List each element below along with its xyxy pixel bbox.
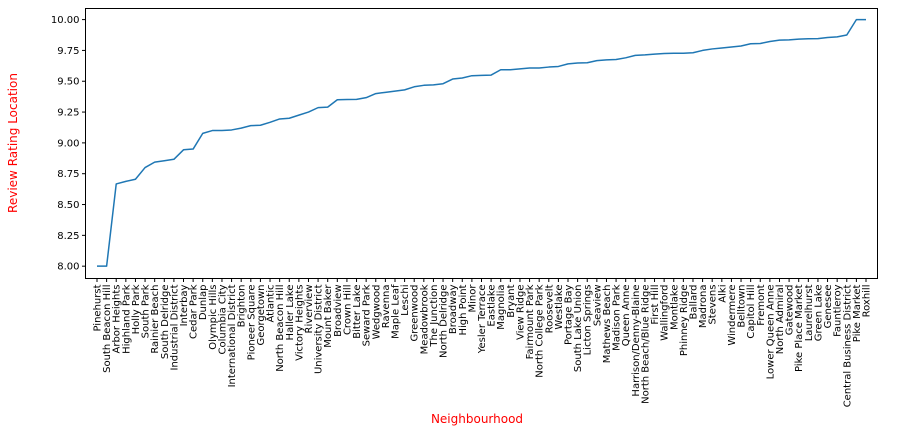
x-tick-label: Alki — [717, 285, 728, 303]
x-tick-label: Atlantic — [266, 285, 277, 323]
x-tick-label: Pinehurst — [93, 284, 104, 331]
y-tick-label: 8.50 — [57, 200, 79, 211]
x-tick-label: Rainier Beach — [150, 285, 161, 354]
x-tick-label: Dunlap — [198, 285, 209, 321]
x-tick-label: Westlake — [554, 285, 565, 330]
x-tick-label: Pike Place Market — [794, 284, 805, 372]
x-tick-label: North Beacon Hill — [275, 285, 286, 372]
x-tick-label: Mathews Beach — [602, 285, 613, 364]
x-tick-label: Harrison/Denny-Blaine — [631, 285, 642, 397]
y-tick-label: 8.00 — [57, 262, 79, 273]
x-tick-label: Licton Springs — [583, 285, 594, 356]
y-tick-label: 8.25 — [57, 231, 79, 242]
x-tick-label: Pike Market — [852, 284, 863, 342]
x-tick-label: South Beacon Hill — [102, 285, 113, 373]
x-tick-label: International District — [227, 284, 238, 387]
x-tick-label: Broadview — [333, 285, 344, 337]
x-tick-label: Seaview — [592, 285, 603, 327]
x-tick-label: Meadowbrook — [419, 284, 430, 354]
x-tick-label: Highland Park — [121, 284, 132, 354]
x-tick-label: Mount Baker — [323, 284, 334, 348]
x-tick-label: Ballard — [688, 285, 699, 320]
x-axis-title: Neighbourhood — [431, 412, 523, 426]
x-tick-label: Arbor Heights — [112, 285, 123, 354]
x-tick-label: Brighton — [237, 285, 248, 328]
x-tick-label: Victory Heights — [294, 285, 305, 361]
y-tick-label: 9.75 — [57, 46, 79, 57]
x-tick-label: Georgetown — [256, 285, 267, 346]
x-tick-label: Maple Leaf — [390, 284, 401, 339]
y-tick-label: 9.50 — [57, 77, 79, 88]
x-tick-label: Fremont — [756, 284, 767, 325]
x-tick-label: Holly Park — [131, 284, 142, 334]
x-tick-label: Roosevelt — [544, 284, 555, 333]
x-tick-label: Eastlake — [487, 285, 498, 327]
x-tick-label: Montlake — [669, 285, 680, 331]
x-tick-label: Green Lake — [813, 285, 824, 342]
x-tick-label: North Beach/Blue Ridge — [640, 285, 651, 404]
x-tick-label: Stevens — [708, 285, 719, 325]
x-tick-label: Fauntleroy — [833, 284, 844, 336]
x-tick-label: Pioneer Square — [246, 285, 257, 361]
y-tick-label: 9.00 — [57, 138, 79, 149]
x-tick-label: Interbay — [179, 284, 190, 326]
x-tick-label: Wallingford — [660, 285, 671, 341]
x-tick-label: Olympic Hills — [208, 285, 219, 350]
x-tick-label: Capitol Hill — [746, 285, 757, 339]
x-tick-label: First Hill — [650, 285, 661, 325]
x-tick-label: South Lake Union — [573, 285, 584, 373]
x-tick-label: Queen Anne — [621, 285, 632, 347]
x-tick-label: Columbia City — [217, 284, 228, 354]
x-tick-label: Wedgwood — [371, 285, 382, 340]
x-tick-label: Belltown — [737, 285, 748, 328]
x-tick-label: High Point — [458, 284, 469, 335]
x-tick-label: South Park — [141, 284, 152, 338]
y-tick-label: 9.25 — [57, 108, 79, 119]
x-tick-label: University District — [314, 284, 325, 374]
x-tick-label: Cedar Park — [189, 284, 200, 339]
x-tick-label: Laurelhurst — [804, 284, 815, 341]
x-tick-label: Bryant — [506, 284, 517, 317]
x-tick-label: Madrona — [698, 285, 709, 329]
x-tick-label: Leschi — [400, 285, 411, 316]
x-tick-label: Magnolia — [496, 284, 507, 329]
y-axis-ticks: 8.00 8.25 8.50 8.75 9.00 9.25 9.50 9.75 10.00 — [51, 15, 86, 273]
x-tick-label: Industrial District — [169, 284, 180, 370]
x-tick-label: The Junction — [429, 285, 440, 348]
x-tick-label: Broadway — [448, 284, 459, 334]
x-tick-label: Gatewood — [785, 285, 796, 336]
x-tick-label: Bitter Lake — [352, 285, 363, 339]
x-tick-label: Roxhill — [862, 285, 873, 318]
x-tick-label: Crown Hill — [342, 285, 353, 336]
x-tick-label: Madison Park — [612, 284, 623, 351]
x-tick-label: Windermere — [727, 285, 738, 346]
series-line — [97, 18, 866, 267]
x-tick-label: Phinney Ridge — [679, 285, 690, 357]
y-axis-title: Review Rating Location — [6, 73, 20, 213]
x-tick-label: North College Park — [535, 284, 546, 377]
x-tick-label: Minor — [467, 284, 478, 313]
x-tick-label: Portage Bay — [564, 284, 575, 345]
x-tick-label: South Delridge — [160, 285, 171, 360]
x-tick-label: North Delridge — [439, 285, 450, 359]
x-tick-label: North Admiral — [775, 285, 786, 355]
x-tick-label: Ravenna — [381, 285, 392, 329]
x-tick-label: Seward Park — [362, 284, 373, 346]
plot-frame — [85, 8, 878, 279]
x-tick-label: Greenwood — [410, 285, 421, 342]
x-tick-label: Lower Queen Anne — [765, 285, 776, 380]
x-tick-label: Yesler Terrace — [477, 285, 488, 355]
y-tick-label: 8.75 — [57, 169, 79, 180]
x-tick-label: Haller Lake — [285, 285, 296, 341]
x-tick-label: Central Business District — [842, 284, 853, 407]
y-tick-label: 10.00 — [51, 15, 80, 26]
x-tick-label: Genesee — [823, 285, 834, 329]
x-tick-label: View Ridge — [515, 285, 526, 340]
x-tick-label: Riverview — [304, 285, 315, 334]
x-tick-label: Fairmount Park — [525, 284, 536, 359]
